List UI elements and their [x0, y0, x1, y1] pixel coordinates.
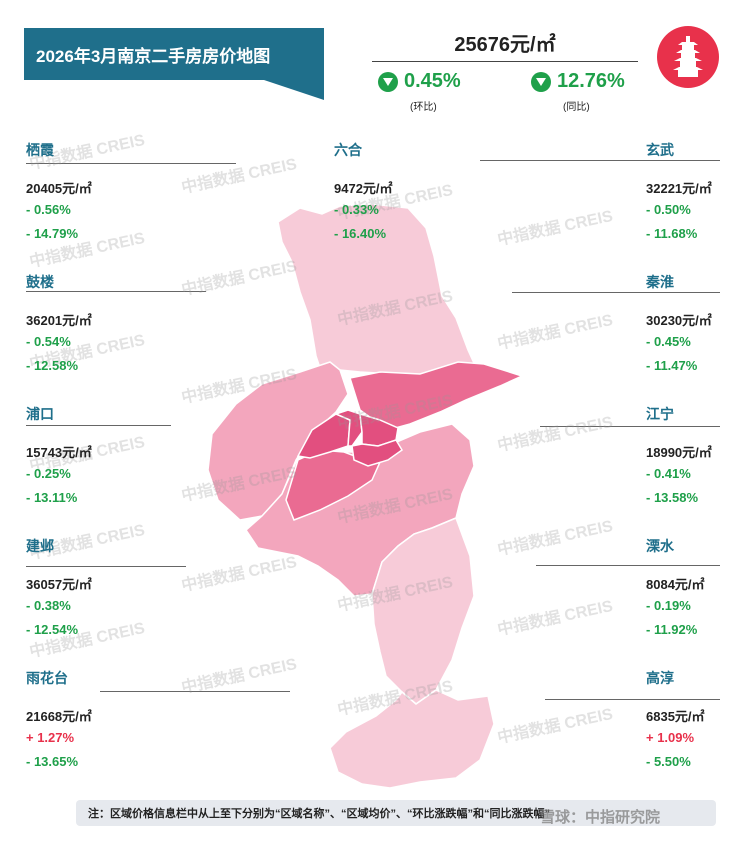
district-mom: - 0.56% — [26, 202, 71, 217]
district-price: 8084元/㎡ — [646, 577, 705, 592]
district-yoy: - 12.54% — [26, 622, 79, 637]
district-name: 栖霞 — [26, 142, 54, 158]
district-jiangning: 江宁 18990元/㎡ - 0.41% - 13.58% — [646, 404, 746, 510]
district-qixia: 栖霞 20405元/㎡ - 0.56% - 14.79% — [26, 140, 126, 246]
district-name: 鼓楼 — [26, 274, 54, 290]
region-lishui — [371, 517, 475, 705]
district-yoy: - 13.65% — [26, 754, 79, 769]
district-liuhe: 六合 9472元/㎡ - 0.33% - 16.40% — [334, 140, 434, 246]
district-gaochun: 高淳 6835元/㎡ + 1.09% - 5.50% — [646, 668, 746, 774]
footnote: 注：区域价格信息栏中从上至下分别为“区域名称”、“区域均价”、“环比涨跌幅”和“… — [76, 800, 716, 826]
yoy-value: 12.76% — [557, 70, 625, 92]
district-qinhuai: 秦淮 30230元/㎡ - 0.45% - 11.47% — [646, 272, 746, 378]
district-price: 20405元/㎡ — [26, 181, 92, 196]
district-price: 21668元/㎡ — [26, 709, 92, 724]
district-gulou: 鼓楼 36201元/㎡ - 0.54% - 12.58% — [26, 272, 126, 378]
district-name: 秦淮 — [646, 274, 674, 290]
region-qinhuai — [351, 439, 403, 467]
mom-label: (环比) — [410, 102, 437, 113]
map-title: 2026年3月南京二手房房价地图 — [24, 28, 324, 80]
mom-change: 0.45% — [378, 70, 461, 93]
leader-line — [536, 565, 720, 566]
title-banner-tail — [264, 80, 324, 100]
yoy-label: (同比) — [563, 102, 590, 113]
pagoda-logo-icon — [657, 26, 719, 88]
district-yoy: - 12.58% — [26, 358, 79, 373]
district-mom: - 0.50% — [646, 202, 691, 217]
district-mom: + 1.09% — [646, 730, 695, 745]
district-mom: - 0.25% — [26, 466, 71, 481]
leader-line — [480, 160, 720, 161]
leader-line — [26, 163, 236, 164]
district-price: 32221元/㎡ — [646, 181, 712, 196]
district-jianye: 建邺 36057元/㎡ - 0.38% - 12.54% — [26, 536, 126, 642]
district-price: 36057元/㎡ — [26, 577, 92, 592]
district-name: 溧水 — [646, 538, 674, 554]
district-mom: - 0.19% — [646, 598, 691, 613]
district-name: 浦口 — [26, 406, 54, 422]
district-mom: - 0.41% — [646, 466, 691, 481]
down-arrow-icon — [531, 71, 551, 92]
district-lishui: 溧水 8084元/㎡ - 0.19% - 11.92% — [646, 536, 746, 642]
down-arrow-icon — [378, 71, 398, 92]
district-pukou: 浦口 15743元/㎡ - 0.25% - 13.11% — [26, 404, 126, 510]
district-yuhuatai: 雨花台 21668元/㎡ + 1.27% - 13.65% — [26, 668, 126, 774]
district-name: 建邺 — [26, 538, 54, 554]
leader-line — [26, 566, 186, 567]
district-yoy: - 16.40% — [334, 226, 387, 241]
leader-line — [100, 691, 290, 692]
district-yoy: - 11.47% — [646, 358, 698, 373]
region-gaochun — [329, 689, 495, 789]
district-name: 江宁 — [646, 406, 674, 422]
district-mom: - 0.54% — [26, 334, 71, 349]
district-mom: - 0.33% — [334, 202, 379, 217]
district-price: 36201元/㎡ — [26, 313, 92, 328]
leader-line — [26, 291, 206, 292]
region-yuhuatai — [285, 449, 382, 521]
district-yoy: - 11.68% — [646, 226, 698, 241]
summary-divider — [372, 61, 638, 62]
yoy-change: 12.76% — [531, 70, 625, 93]
region-gulou — [333, 409, 363, 447]
district-name: 玄武 — [646, 142, 674, 158]
leader-line — [26, 425, 171, 426]
district-yoy: - 14.79% — [26, 226, 79, 241]
leader-line — [512, 292, 720, 293]
district-yoy: - 5.50% — [646, 754, 691, 769]
district-price: 30230元/㎡ — [646, 313, 712, 328]
city-avg-price: 25676元/㎡ — [454, 34, 556, 56]
district-yoy: - 11.92% — [646, 622, 698, 637]
district-name: 高淳 — [646, 670, 674, 686]
mom-value: 0.45% — [404, 70, 461, 92]
district-xuanwu: 玄武 32221元/㎡ - 0.50% - 11.68% — [646, 140, 746, 246]
district-yoy: - 13.58% — [646, 490, 699, 505]
district-mom: + 1.27% — [26, 730, 75, 745]
district-mom: - 0.38% — [26, 598, 71, 613]
district-price: 9472元/㎡ — [334, 181, 393, 196]
district-name: 雨花台 — [26, 670, 68, 686]
district-price: 18990元/㎡ — [646, 445, 712, 460]
leader-line — [540, 426, 720, 427]
district-yoy: - 13.11% — [26, 490, 78, 505]
source-brand: 雪球：中指研究院 — [540, 809, 661, 826]
leader-line — [545, 699, 720, 700]
district-mom: - 0.45% — [646, 334, 691, 349]
district-name: 六合 — [334, 142, 362, 158]
district-price: 15743元/㎡ — [26, 445, 92, 460]
district-price: 6835元/㎡ — [646, 709, 705, 724]
